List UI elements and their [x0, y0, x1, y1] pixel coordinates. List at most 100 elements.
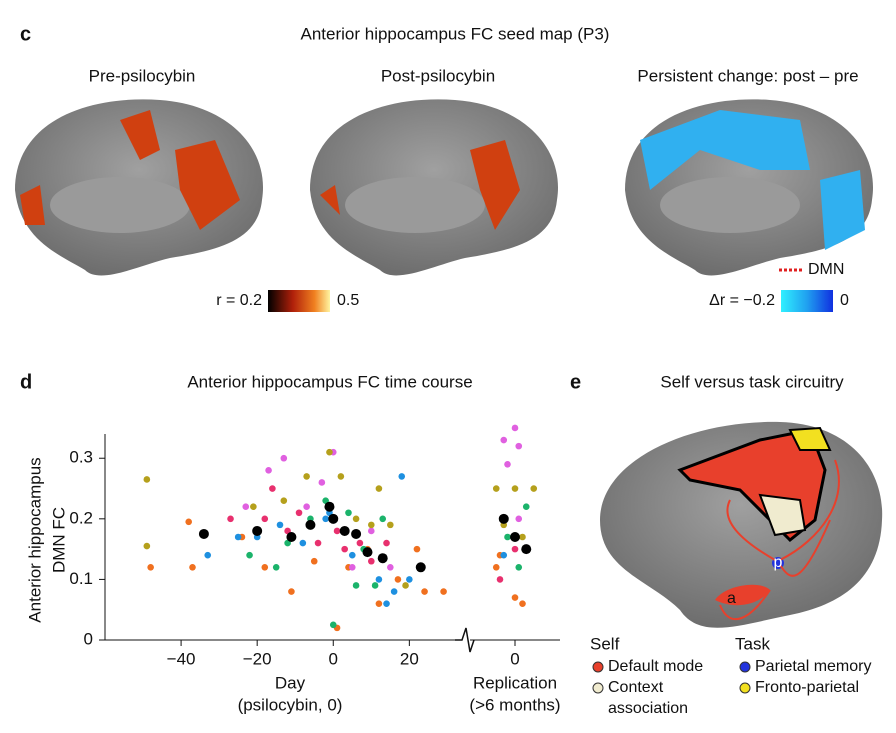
dot	[402, 582, 409, 589]
dot	[379, 515, 387, 523]
dot	[198, 528, 209, 539]
dot	[341, 545, 348, 553]
y-axis-label: DMN FC	[49, 507, 68, 573]
dot	[280, 497, 288, 504]
dot	[143, 542, 151, 550]
dot	[515, 563, 523, 571]
legend-label: Parietal memory	[755, 658, 871, 675]
dot	[314, 539, 322, 547]
dot	[299, 539, 307, 547]
dot	[504, 460, 511, 468]
dot	[326, 448, 333, 456]
dot	[246, 551, 253, 559]
dot	[356, 539, 364, 547]
y-tick-label: 0.1	[69, 569, 93, 588]
colorbar-label: Δr = −0.2	[709, 292, 775, 309]
region-label: a	[727, 590, 736, 607]
dot	[519, 533, 526, 541]
dot	[375, 600, 383, 607]
dot	[415, 562, 426, 573]
dot	[519, 600, 526, 607]
dot	[329, 621, 337, 629]
dot	[394, 576, 402, 583]
dot	[511, 485, 519, 492]
dot	[352, 515, 360, 523]
dot	[276, 521, 284, 529]
panel-title: Self versus task circuitry	[660, 372, 844, 391]
dot	[496, 576, 504, 583]
axis-break	[455, 627, 475, 653]
dot	[322, 515, 329, 523]
dot	[189, 563, 196, 571]
x-tick-label: 0	[510, 649, 519, 668]
legend-swatch	[739, 682, 751, 694]
dot	[295, 509, 303, 517]
dot	[328, 513, 339, 524]
legend-swatch	[739, 661, 751, 673]
dot	[333, 527, 341, 535]
dot	[234, 533, 242, 541]
dot	[250, 503, 257, 511]
dot	[511, 594, 519, 601]
dot	[310, 557, 318, 565]
y-tick-label: 0.3	[69, 448, 93, 467]
dot	[504, 533, 511, 541]
dot	[500, 551, 508, 559]
y-tick-label: 0	[84, 629, 93, 648]
dot	[261, 563, 269, 571]
dot	[368, 557, 375, 565]
region-label: p	[774, 554, 783, 571]
x-tick-label: −40	[167, 649, 196, 668]
dot	[269, 485, 276, 492]
dot	[252, 525, 263, 536]
dot	[280, 454, 288, 462]
dot	[362, 547, 373, 558]
dot	[227, 515, 234, 523]
dot	[147, 563, 154, 571]
x-axis-label: (>6 months)	[469, 695, 560, 714]
dot	[337, 473, 345, 480]
panel-letter: d	[20, 371, 32, 393]
x-axis-label: Day	[275, 673, 306, 692]
dot	[387, 563, 394, 571]
dot	[204, 551, 212, 559]
dot	[368, 521, 375, 529]
panel-title: Anterior hippocampus FC seed map (P3)	[301, 24, 610, 43]
dot	[345, 509, 352, 517]
colorbar-label: 0.5	[337, 292, 359, 309]
dot	[498, 513, 509, 524]
dot	[339, 525, 350, 536]
dot	[521, 544, 532, 555]
chart-title: Anterior hippocampus FC time course	[187, 372, 472, 391]
dot	[440, 588, 447, 595]
dot	[515, 515, 523, 523]
dot	[324, 501, 335, 512]
dot	[390, 588, 398, 595]
dot	[318, 479, 326, 486]
dot	[303, 473, 310, 480]
legend-label: Fronto-parietal	[755, 679, 859, 696]
dot	[371, 582, 379, 589]
dot	[375, 485, 383, 492]
x-tick-label: 20	[400, 649, 419, 668]
dot	[286, 532, 297, 542]
dot	[305, 519, 316, 530]
dot	[530, 485, 538, 492]
legend-label: Default mode	[608, 658, 703, 675]
dot	[510, 532, 520, 542]
x-axis-label: Replication	[473, 673, 557, 692]
dot	[348, 563, 356, 571]
colorbar-label: r = 0.2	[216, 292, 262, 309]
dot	[515, 442, 523, 450]
dot	[492, 485, 500, 492]
dot	[383, 539, 390, 547]
dot	[511, 545, 519, 553]
dot	[421, 588, 428, 595]
dot	[406, 576, 413, 583]
dot	[383, 600, 390, 607]
dot	[375, 576, 383, 583]
y-axis-label: Anterior hippocampus	[25, 457, 44, 622]
subtitle: Post-psilocybin	[381, 66, 495, 85]
dot	[242, 503, 250, 511]
